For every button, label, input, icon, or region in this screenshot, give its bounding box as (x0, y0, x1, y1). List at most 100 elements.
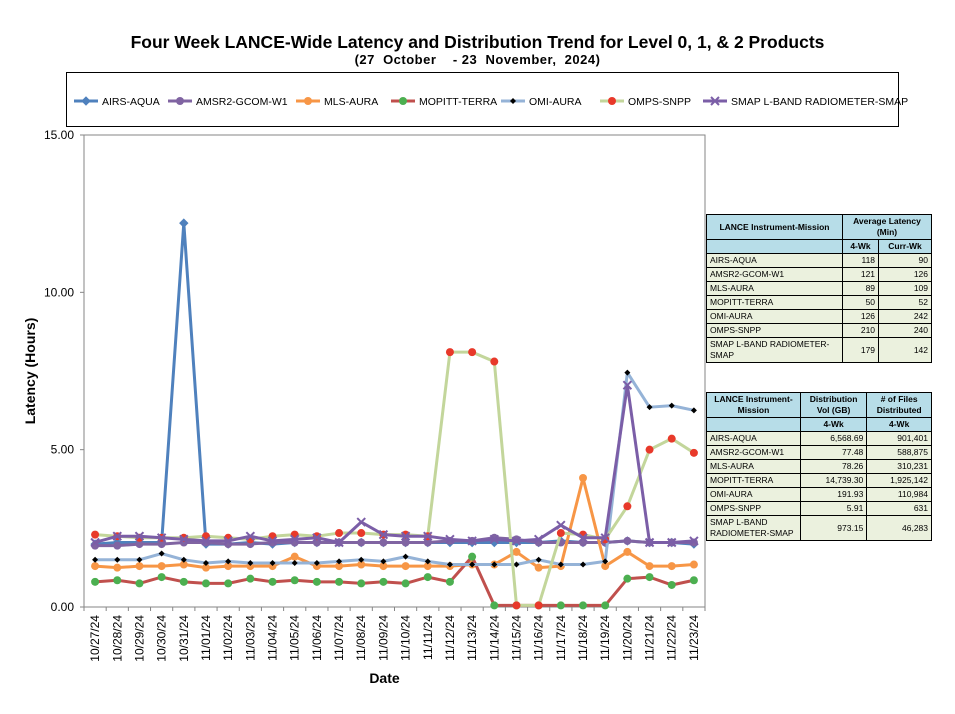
table-cell-value: 5.91 (799, 501, 868, 516)
table-cell-name: AIRS-AQUA (706, 431, 801, 446)
table-cell-value: 310,231 (866, 459, 932, 474)
data-point (579, 601, 588, 610)
table-cell-name: OMPS-SNPP (706, 501, 801, 516)
data-point (578, 533, 588, 543)
data-point (157, 540, 166, 549)
legend-item: MOPITT-TERRA (391, 96, 497, 108)
table-cell-value: 210 (841, 323, 880, 338)
table-row: OMI-AURA 191.93 110,984 (706, 487, 932, 502)
data-point (600, 533, 610, 543)
legend-label: OMI-AURA (529, 96, 582, 108)
data-point (533, 534, 544, 545)
data-point (91, 562, 100, 571)
x-tick-label: 11/08/24 (354, 615, 368, 661)
x-tick-label: 11/22/24 (665, 615, 679, 661)
data-point (136, 556, 143, 563)
data-point (113, 563, 122, 572)
table-cell-name: MLS-AURA (706, 459, 801, 474)
data-point (489, 534, 500, 545)
table-header-cell: 4-Wk (841, 239, 880, 254)
series-omi-aura (92, 369, 697, 568)
data-point (223, 536, 233, 546)
series-airs-aqua (90, 218, 699, 549)
legend-marker (510, 98, 516, 104)
data-point (423, 573, 432, 582)
data-point (135, 540, 144, 549)
data-point (201, 536, 211, 546)
data-point (356, 517, 366, 527)
data-point (689, 448, 698, 457)
table-cell-name: SMAP L-BAND RADIOMETER-SMAP (706, 337, 843, 363)
x-tick-label: 11/23/24 (687, 615, 701, 661)
table-header-cell (706, 239, 843, 254)
data-point (645, 573, 654, 582)
data-point (689, 576, 698, 585)
table-header-cell (706, 417, 801, 432)
table-cell-value: 242 (878, 309, 932, 324)
table-cell-value: 90 (878, 253, 932, 268)
data-point (113, 576, 122, 585)
data-point (468, 552, 477, 561)
data-point (690, 407, 697, 414)
table-header-row: LANCE Instrument-Mission Average Latency… (706, 214, 933, 240)
table-cell-value: 121 (841, 267, 880, 282)
legend-box (66, 72, 899, 127)
table-cell-value: 14,739.30 (799, 473, 868, 488)
data-point (580, 561, 587, 568)
table-header-row: 4-Wk Curr-Wk (706, 239, 932, 254)
data-point (357, 529, 366, 538)
table-header-cell: Curr-Wk (878, 239, 932, 254)
data-point (112, 531, 122, 541)
data-point (445, 348, 454, 357)
data-point (445, 534, 455, 545)
table-row: MLS-AURA 78.26 310,231 (706, 459, 932, 474)
x-axis-title: Date (369, 670, 400, 686)
data-point (313, 559, 320, 566)
data-point (157, 562, 166, 571)
legend-item: AMSR2-GCOM-W1 (168, 96, 288, 108)
legend-label: AIRS-AQUA (102, 96, 160, 108)
table-cell-value: 118 (841, 253, 880, 268)
table-cell-value: 89 (841, 281, 880, 296)
legend-marker (304, 97, 312, 105)
table-header-cell: LANCE Instrument-Mission (706, 214, 843, 240)
x-tick-label: 10/30/24 (155, 615, 169, 662)
table-cell-value: 109 (878, 281, 932, 296)
table-row: MOPITT-TERRA 50 52 (706, 295, 932, 310)
data-point (400, 531, 411, 541)
data-point (491, 561, 498, 568)
table-cell-value: 50 (841, 295, 880, 310)
x-tick-label: 11/11/24 (421, 615, 435, 660)
data-point (689, 536, 699, 546)
data-point (180, 556, 187, 563)
x-tick-label: 11/04/24 (266, 615, 280, 661)
legend-item: SMAP L-BAND RADIOMETER-SMAP (703, 96, 908, 108)
data-point (179, 577, 188, 586)
data-point (402, 553, 409, 560)
legend-marker (608, 97, 616, 105)
data-point (92, 556, 99, 563)
series-line (94, 383, 695, 544)
data-point (534, 601, 543, 610)
data-point (623, 574, 632, 583)
data-point (158, 550, 165, 557)
data-point (289, 534, 300, 545)
data-point (312, 533, 322, 543)
data-point (490, 601, 499, 610)
legend-label: OMPS-SNPP (628, 96, 691, 108)
chart-title: Four Week LANCE-Wide Latency and Distrib… (130, 32, 825, 52)
table-cell-name: OMI-AURA (706, 309, 843, 324)
table-cell-value: 1,925,142 (866, 473, 932, 488)
table-header-cell: # of Files Distributed (866, 392, 932, 418)
table-header-cell: LANCE Instrument-Mission (706, 392, 801, 418)
data-point (357, 560, 366, 569)
data-point (312, 577, 321, 586)
x-tick-label: 11/12/24 (443, 615, 457, 661)
table-cell-value: 901,401 (866, 431, 932, 446)
table-cell-value: 110,984 (866, 487, 932, 502)
data-point (423, 531, 433, 541)
data-point (245, 531, 256, 541)
data-point (401, 538, 410, 547)
table-cell-name: AMSR2-GCOM-W1 (706, 445, 801, 460)
table-cell-name: OMPS-SNPP (706, 323, 843, 338)
